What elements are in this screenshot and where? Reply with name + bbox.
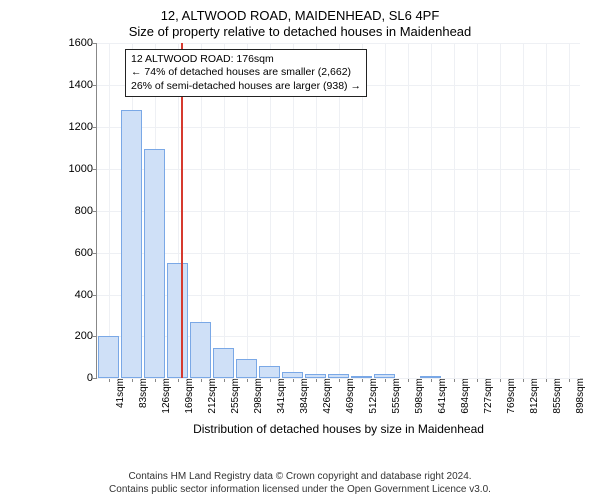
y-tick-mark bbox=[92, 43, 97, 44]
y-tick-mark bbox=[92, 253, 97, 254]
grid-h bbox=[97, 127, 580, 128]
x-tick-label: 684sqm bbox=[458, 378, 471, 414]
histogram-bar bbox=[144, 149, 166, 378]
grid-h bbox=[97, 253, 580, 254]
footer-line-2: Contains public sector information licen… bbox=[0, 484, 600, 497]
reference-info-box: 12 ALTWOOD ROAD: 176sqm ← 74% of detache… bbox=[125, 49, 367, 96]
plot-wrap: Number of detached properties Distributi… bbox=[60, 43, 580, 423]
x-tick-label: 512sqm bbox=[366, 378, 379, 414]
y-tick-mark bbox=[92, 127, 97, 128]
footer: Contains HM Land Registry data © Crown c… bbox=[0, 471, 600, 496]
info-line-3: 26% of semi-detached houses are larger (… bbox=[131, 80, 361, 93]
y-tick-mark bbox=[92, 295, 97, 296]
histogram-bar bbox=[420, 376, 442, 379]
grid-h bbox=[97, 169, 580, 170]
x-tick-label: 469sqm bbox=[343, 378, 356, 414]
x-tick-label: 212sqm bbox=[205, 378, 218, 414]
histogram-bar bbox=[98, 336, 120, 378]
histogram-bar bbox=[305, 374, 327, 378]
histogram-bar bbox=[190, 322, 212, 379]
histogram-bar bbox=[167, 263, 189, 378]
y-tick-mark bbox=[92, 85, 97, 86]
x-tick-label: 641sqm bbox=[435, 378, 448, 414]
plot-area: Distribution of detached houses by size … bbox=[96, 43, 580, 379]
x-tick-label: 298sqm bbox=[251, 378, 264, 414]
grid-h bbox=[97, 43, 580, 44]
x-tick-label: 384sqm bbox=[297, 378, 310, 414]
x-tick-label: 598sqm bbox=[412, 378, 425, 414]
x-tick-label: 898sqm bbox=[573, 378, 586, 414]
histogram-bar bbox=[259, 366, 281, 379]
x-tick-label: 727sqm bbox=[481, 378, 494, 414]
info-line-1: 12 ALTWOOD ROAD: 176sqm bbox=[131, 53, 361, 66]
x-tick-label: 255sqm bbox=[228, 378, 241, 414]
grid-h bbox=[97, 378, 580, 379]
histogram-bar bbox=[121, 110, 143, 378]
histogram-bar bbox=[282, 372, 304, 378]
y-tick-mark bbox=[92, 378, 97, 379]
y-tick-mark bbox=[92, 211, 97, 212]
info-line-2: ← 74% of detached houses are smaller (2,… bbox=[131, 66, 361, 79]
footer-line-1: Contains HM Land Registry data © Crown c… bbox=[0, 471, 600, 484]
x-tick-label: 426sqm bbox=[320, 378, 333, 414]
histogram-bar bbox=[328, 374, 350, 378]
x-tick-label: 169sqm bbox=[182, 378, 195, 414]
x-axis-label: Distribution of detached houses by size … bbox=[97, 422, 580, 436]
x-tick-label: 769sqm bbox=[504, 378, 517, 414]
histogram-bar bbox=[236, 359, 258, 378]
histogram-bar bbox=[374, 374, 396, 378]
x-tick-label: 812sqm bbox=[527, 378, 540, 414]
grid-h bbox=[97, 211, 580, 212]
x-tick-label: 41sqm bbox=[113, 378, 126, 408]
histogram-bar bbox=[351, 376, 373, 379]
histogram-bar bbox=[213, 348, 235, 378]
x-tick-label: 341sqm bbox=[274, 378, 287, 414]
y-tick-mark bbox=[92, 336, 97, 337]
page-title: 12, ALTWOOD ROAD, MAIDENHEAD, SL6 4PF bbox=[6, 8, 594, 24]
y-tick-mark bbox=[92, 169, 97, 170]
x-tick-label: 855sqm bbox=[550, 378, 563, 414]
x-tick-label: 555sqm bbox=[389, 378, 402, 414]
x-tick-label: 126sqm bbox=[159, 378, 172, 414]
x-tick-label: 83sqm bbox=[136, 378, 149, 408]
